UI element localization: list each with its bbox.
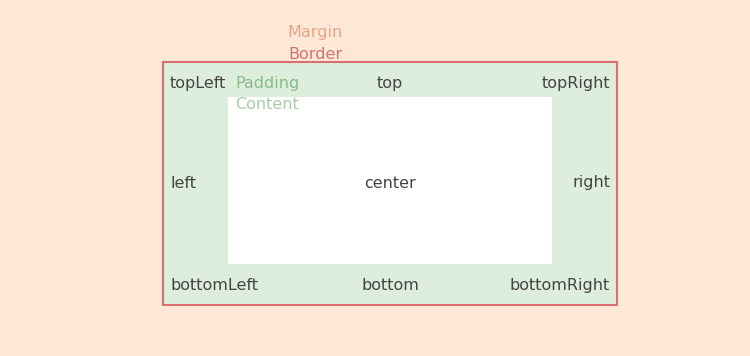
Text: Padding: Padding [235,76,299,91]
Bar [228,97,552,264]
Text: Border: Border [288,47,342,62]
Text: center: center [364,176,416,190]
Text: topLeft: topLeft [170,76,226,91]
Text: left: left [170,176,196,190]
Text: Content: Content [235,97,298,112]
Text: top: top [376,76,404,91]
Text: topRight: topRight [542,76,610,91]
Text: bottomRight: bottomRight [510,278,610,293]
Text: right: right [572,176,610,190]
Text: bottomLeft: bottomLeft [170,278,258,293]
Text: Margin: Margin [287,25,343,40]
Bar [163,62,617,305]
Text: bottom: bottom [361,278,419,293]
